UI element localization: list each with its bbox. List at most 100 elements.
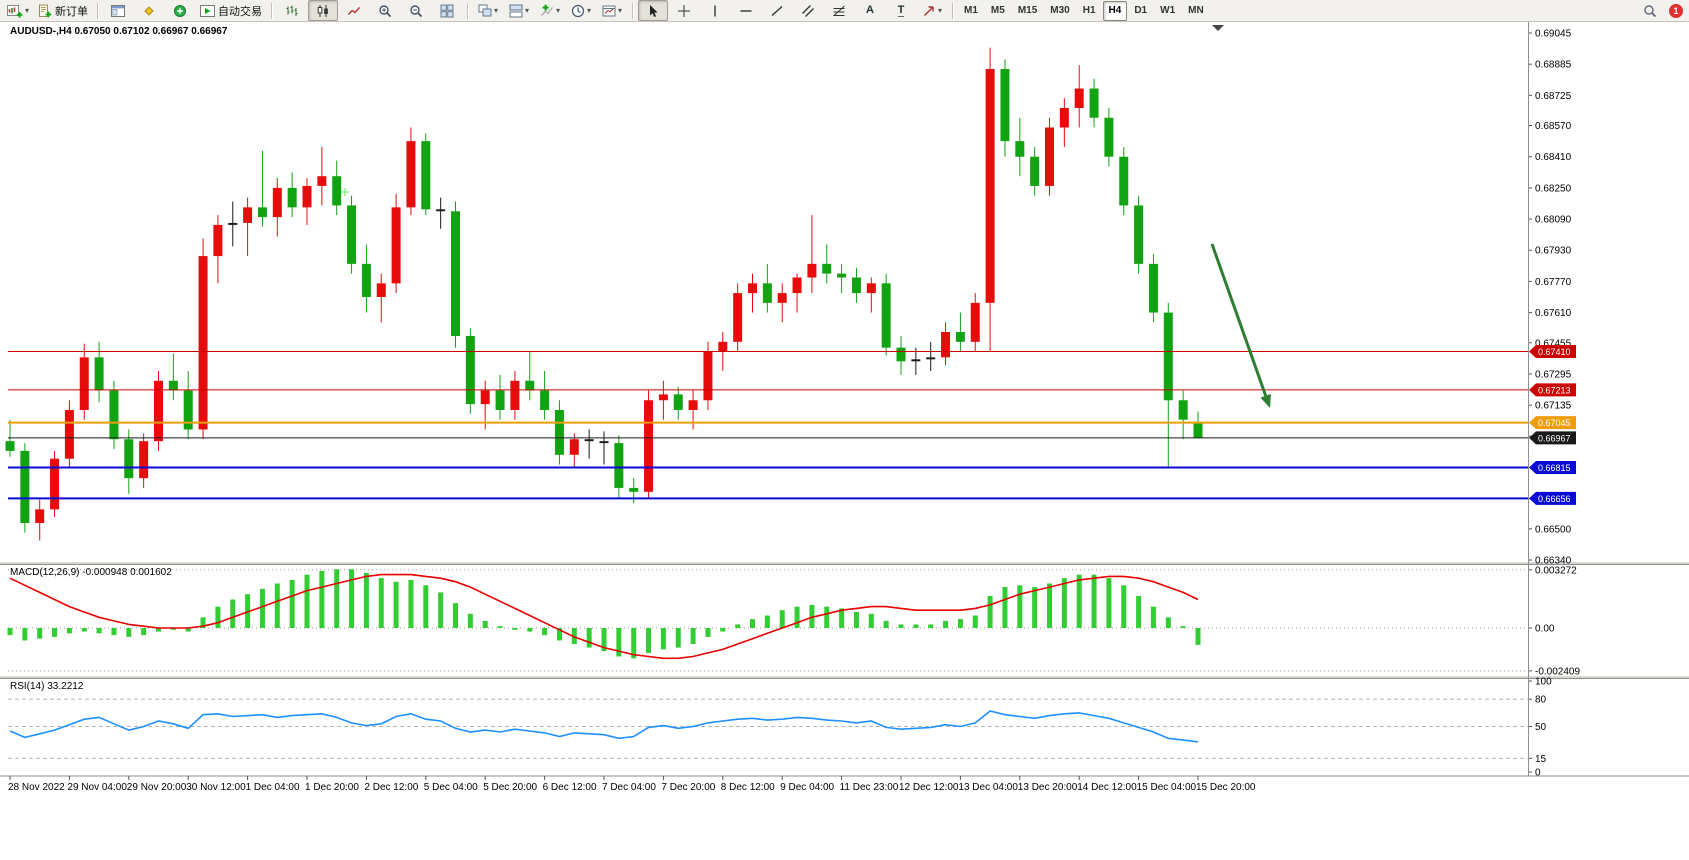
channel-icon xyxy=(802,4,814,17)
candle-body xyxy=(658,394,668,401)
autotrading-button[interactable]: 自动交易 xyxy=(196,0,266,21)
candle-body xyxy=(554,409,564,455)
candle-body xyxy=(1045,127,1054,186)
candle-body xyxy=(970,302,980,342)
trendline-button[interactable] xyxy=(762,0,792,21)
candle-body xyxy=(1000,69,1010,142)
terminal-button[interactable] xyxy=(103,0,133,21)
channel-button[interactable] xyxy=(793,0,823,21)
text-button[interactable]: A xyxy=(855,0,885,21)
price-level-lines[interactable] xyxy=(8,351,1528,500)
trend-arrow-head[interactable] xyxy=(1260,393,1271,408)
candle-body xyxy=(777,293,787,303)
zoom-in-button[interactable] xyxy=(370,0,400,21)
toolbar-separator xyxy=(467,2,469,19)
candlestick-chart-button[interactable] xyxy=(308,0,339,21)
candle-body xyxy=(1178,400,1188,420)
timeframe-button-d1[interactable]: D1 xyxy=(1134,5,1148,16)
pane-separator[interactable] xyxy=(0,675,1689,679)
arrows-button[interactable]: ▾ xyxy=(917,0,947,21)
chevron-down-icon: ▾ xyxy=(25,6,30,15)
svg-text:0.67295: 0.67295 xyxy=(1535,369,1572,380)
templates-button[interactable]: ▾ xyxy=(597,0,627,21)
line-chart-button[interactable] xyxy=(339,0,369,21)
timeframe-button-m30[interactable]: M30 xyxy=(1050,5,1070,16)
fibonacci-button[interactable] xyxy=(824,0,854,21)
candle-body xyxy=(272,187,282,218)
svg-text:13 Dec 04:00: 13 Dec 04:00 xyxy=(958,782,1018,793)
candle-body xyxy=(926,357,936,360)
bars-chart-button[interactable] xyxy=(277,0,307,21)
svg-text:15 Dec 20:00: 15 Dec 20:00 xyxy=(1196,782,1256,793)
new-order-button[interactable]: 新订单 xyxy=(34,0,92,21)
candle-body xyxy=(748,283,757,294)
timeframe-button-h1[interactable]: H1 xyxy=(1082,5,1096,16)
timeframe-button-h4[interactable]: H4 xyxy=(1102,0,1128,21)
chart-canvas[interactable]: 0.69045 0.68885 0.68725 0.68570 0.68410 0.682… xyxy=(0,22,1689,860)
text-icon: A xyxy=(866,4,874,16)
community-button[interactable] xyxy=(165,0,195,21)
crosshair-icon xyxy=(678,4,691,17)
periods-button[interactable]: ▾ xyxy=(566,0,596,21)
cursor-button[interactable] xyxy=(638,0,669,21)
notification-badge[interactable]: 1 xyxy=(1669,3,1683,18)
candle-body xyxy=(614,443,624,488)
metaeditor-icon xyxy=(144,5,154,16)
svg-text:0.67930: 0.67930 xyxy=(1535,246,1572,257)
fibonacci-icon xyxy=(833,5,845,16)
cross-marker[interactable] xyxy=(341,188,349,196)
indicators-button[interactable]: ▾ xyxy=(535,0,565,21)
candle-body xyxy=(703,351,713,401)
crosshair-button[interactable] xyxy=(669,0,699,21)
zoom-out-button[interactable] xyxy=(401,0,431,21)
candle-body xyxy=(139,441,149,479)
candle-body xyxy=(183,390,193,430)
candle-body xyxy=(540,390,550,410)
candle-body xyxy=(881,283,891,348)
candle-body xyxy=(1134,205,1144,264)
candle-body xyxy=(1030,156,1040,186)
trend-arrow-line[interactable] xyxy=(1210,243,1268,397)
text-label-icon: T xyxy=(897,3,905,17)
text-label-button[interactable]: T xyxy=(886,0,916,21)
candle-body xyxy=(525,380,535,391)
price-tag xyxy=(1529,491,1576,505)
candle-body xyxy=(317,176,327,186)
pane-separator[interactable] xyxy=(0,561,1689,565)
tile-windows-button[interactable] xyxy=(432,0,462,21)
timeframe-button-mn[interactable]: MN xyxy=(1188,5,1204,16)
new-order-label: 新订单 xyxy=(55,5,89,18)
svg-text:0.00: 0.00 xyxy=(1535,624,1555,635)
svg-text:0.68410: 0.68410 xyxy=(1535,152,1572,163)
svg-text:0.68725: 0.68725 xyxy=(1535,91,1572,102)
svg-text:7 Dec 20:00: 7 Dec 20:00 xyxy=(661,782,715,793)
templates-icon xyxy=(602,5,616,16)
svg-text:30 Nov 12:00: 30 Nov 12:00 xyxy=(186,782,246,793)
timeframe-button-m1[interactable]: M1 xyxy=(964,5,978,16)
svg-text:0.67045: 0.67045 xyxy=(1538,418,1571,428)
svg-text:0.68250: 0.68250 xyxy=(1535,183,1572,194)
metaeditor-button[interactable] xyxy=(134,0,164,21)
candle-body xyxy=(1119,156,1129,206)
vertical-line-button[interactable] xyxy=(700,0,730,21)
cascade-windows-button[interactable]: ▾ xyxy=(473,0,503,21)
new-chart-button[interactable]: ▾ xyxy=(3,0,33,21)
rsi-label: RSI(14) 33.2212 xyxy=(10,681,83,692)
horizontal-line-button[interactable] xyxy=(731,0,761,21)
chart-shift-marker[interactable] xyxy=(1212,25,1224,31)
arrange-windows-button[interactable]: ▾ xyxy=(504,0,534,21)
candle-body xyxy=(332,176,342,206)
timeframe-button-m5[interactable]: M5 xyxy=(990,5,1005,16)
chevron-down-icon: ▾ xyxy=(556,6,561,15)
macd-main-value: -0.000948 xyxy=(82,567,128,578)
timeframe-button-m15[interactable]: M15 xyxy=(1017,5,1038,16)
candle-body xyxy=(733,293,743,342)
search-button[interactable] xyxy=(1635,0,1665,21)
candle-body xyxy=(866,283,876,294)
timeframe-button-w1[interactable]: W1 xyxy=(1160,5,1176,16)
svg-text:8 Dec 12:00: 8 Dec 12:00 xyxy=(721,782,775,793)
candle-body xyxy=(124,439,134,479)
svg-text:100: 100 xyxy=(1535,677,1552,688)
svg-text:7 Dec 04:00: 7 Dec 04:00 xyxy=(602,782,656,793)
toolbar-separator xyxy=(952,2,954,19)
